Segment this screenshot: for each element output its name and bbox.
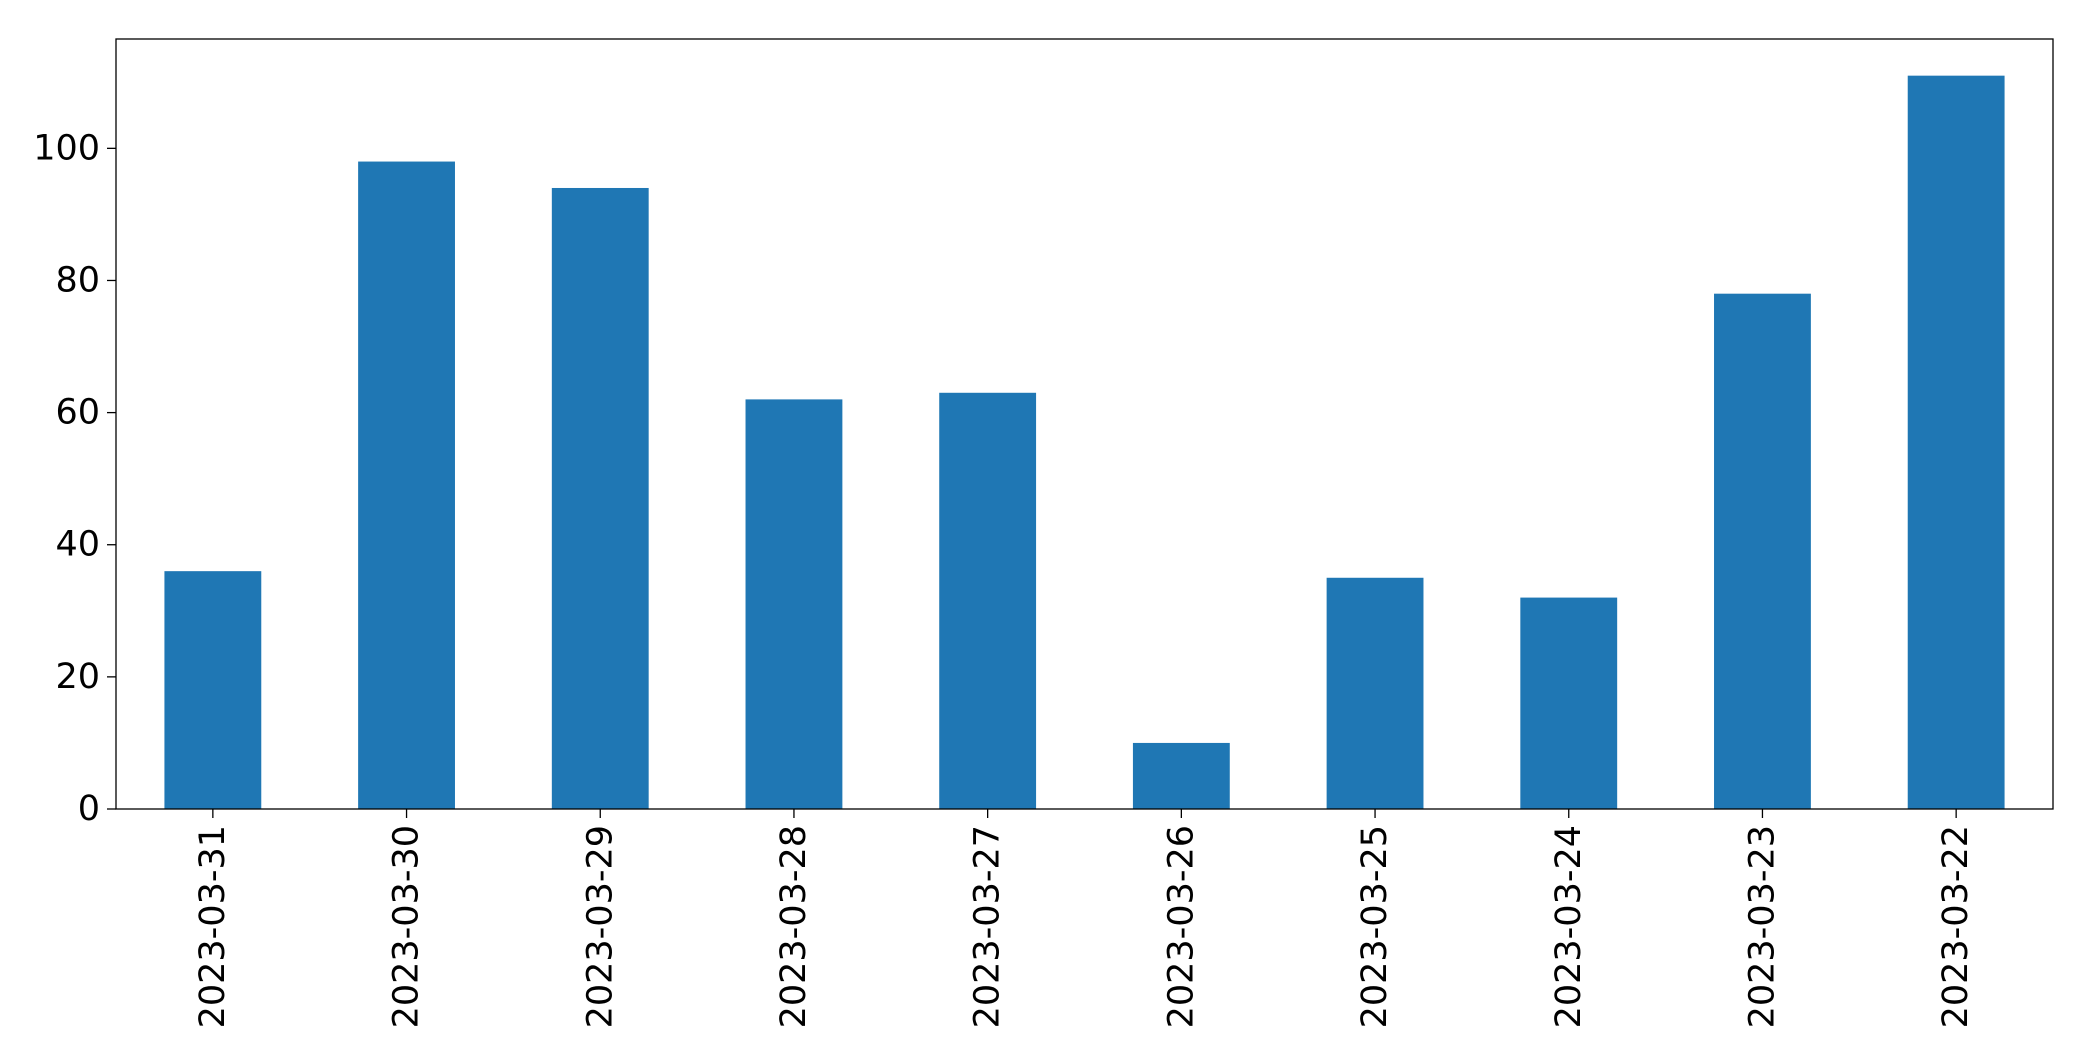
- y-tick-label: 60: [55, 393, 100, 433]
- bar: [939, 392, 1037, 809]
- bar: [358, 161, 455, 809]
- x-tick-label: 2023-03-31: [193, 825, 233, 1028]
- x-tick-label: 2023-03-25: [1355, 825, 1395, 1028]
- y-tick-label: 20: [55, 657, 100, 697]
- bar: [1907, 75, 2005, 809]
- x-tick-label: 2023-03-29: [580, 825, 620, 1028]
- bar: [1326, 577, 1424, 809]
- x-tick-label: 2023-03-30: [387, 825, 427, 1028]
- x-tick-label: 2023-03-28: [774, 825, 814, 1028]
- bar: [1714, 293, 1811, 809]
- bar: [1520, 597, 1618, 809]
- x-tick-label: 2023-03-23: [1742, 825, 1782, 1028]
- bar: [164, 571, 262, 809]
- x-tick-label: 2023-03-22: [1936, 825, 1976, 1028]
- y-tick-label: 40: [55, 525, 100, 565]
- bar: [1132, 742, 1230, 809]
- plot-frame: [115, 38, 2054, 810]
- y-tick-label: 0: [78, 789, 100, 829]
- x-tick-label: 2023-03-24: [1549, 825, 1589, 1028]
- x-tick-label: 2023-03-26: [1161, 825, 1201, 1028]
- x-tick-label: 2023-03-27: [968, 825, 1008, 1028]
- bar: [745, 399, 843, 809]
- bar: [551, 187, 649, 809]
- y-tick-label: 100: [33, 128, 100, 168]
- y-tick-label: 80: [55, 260, 100, 300]
